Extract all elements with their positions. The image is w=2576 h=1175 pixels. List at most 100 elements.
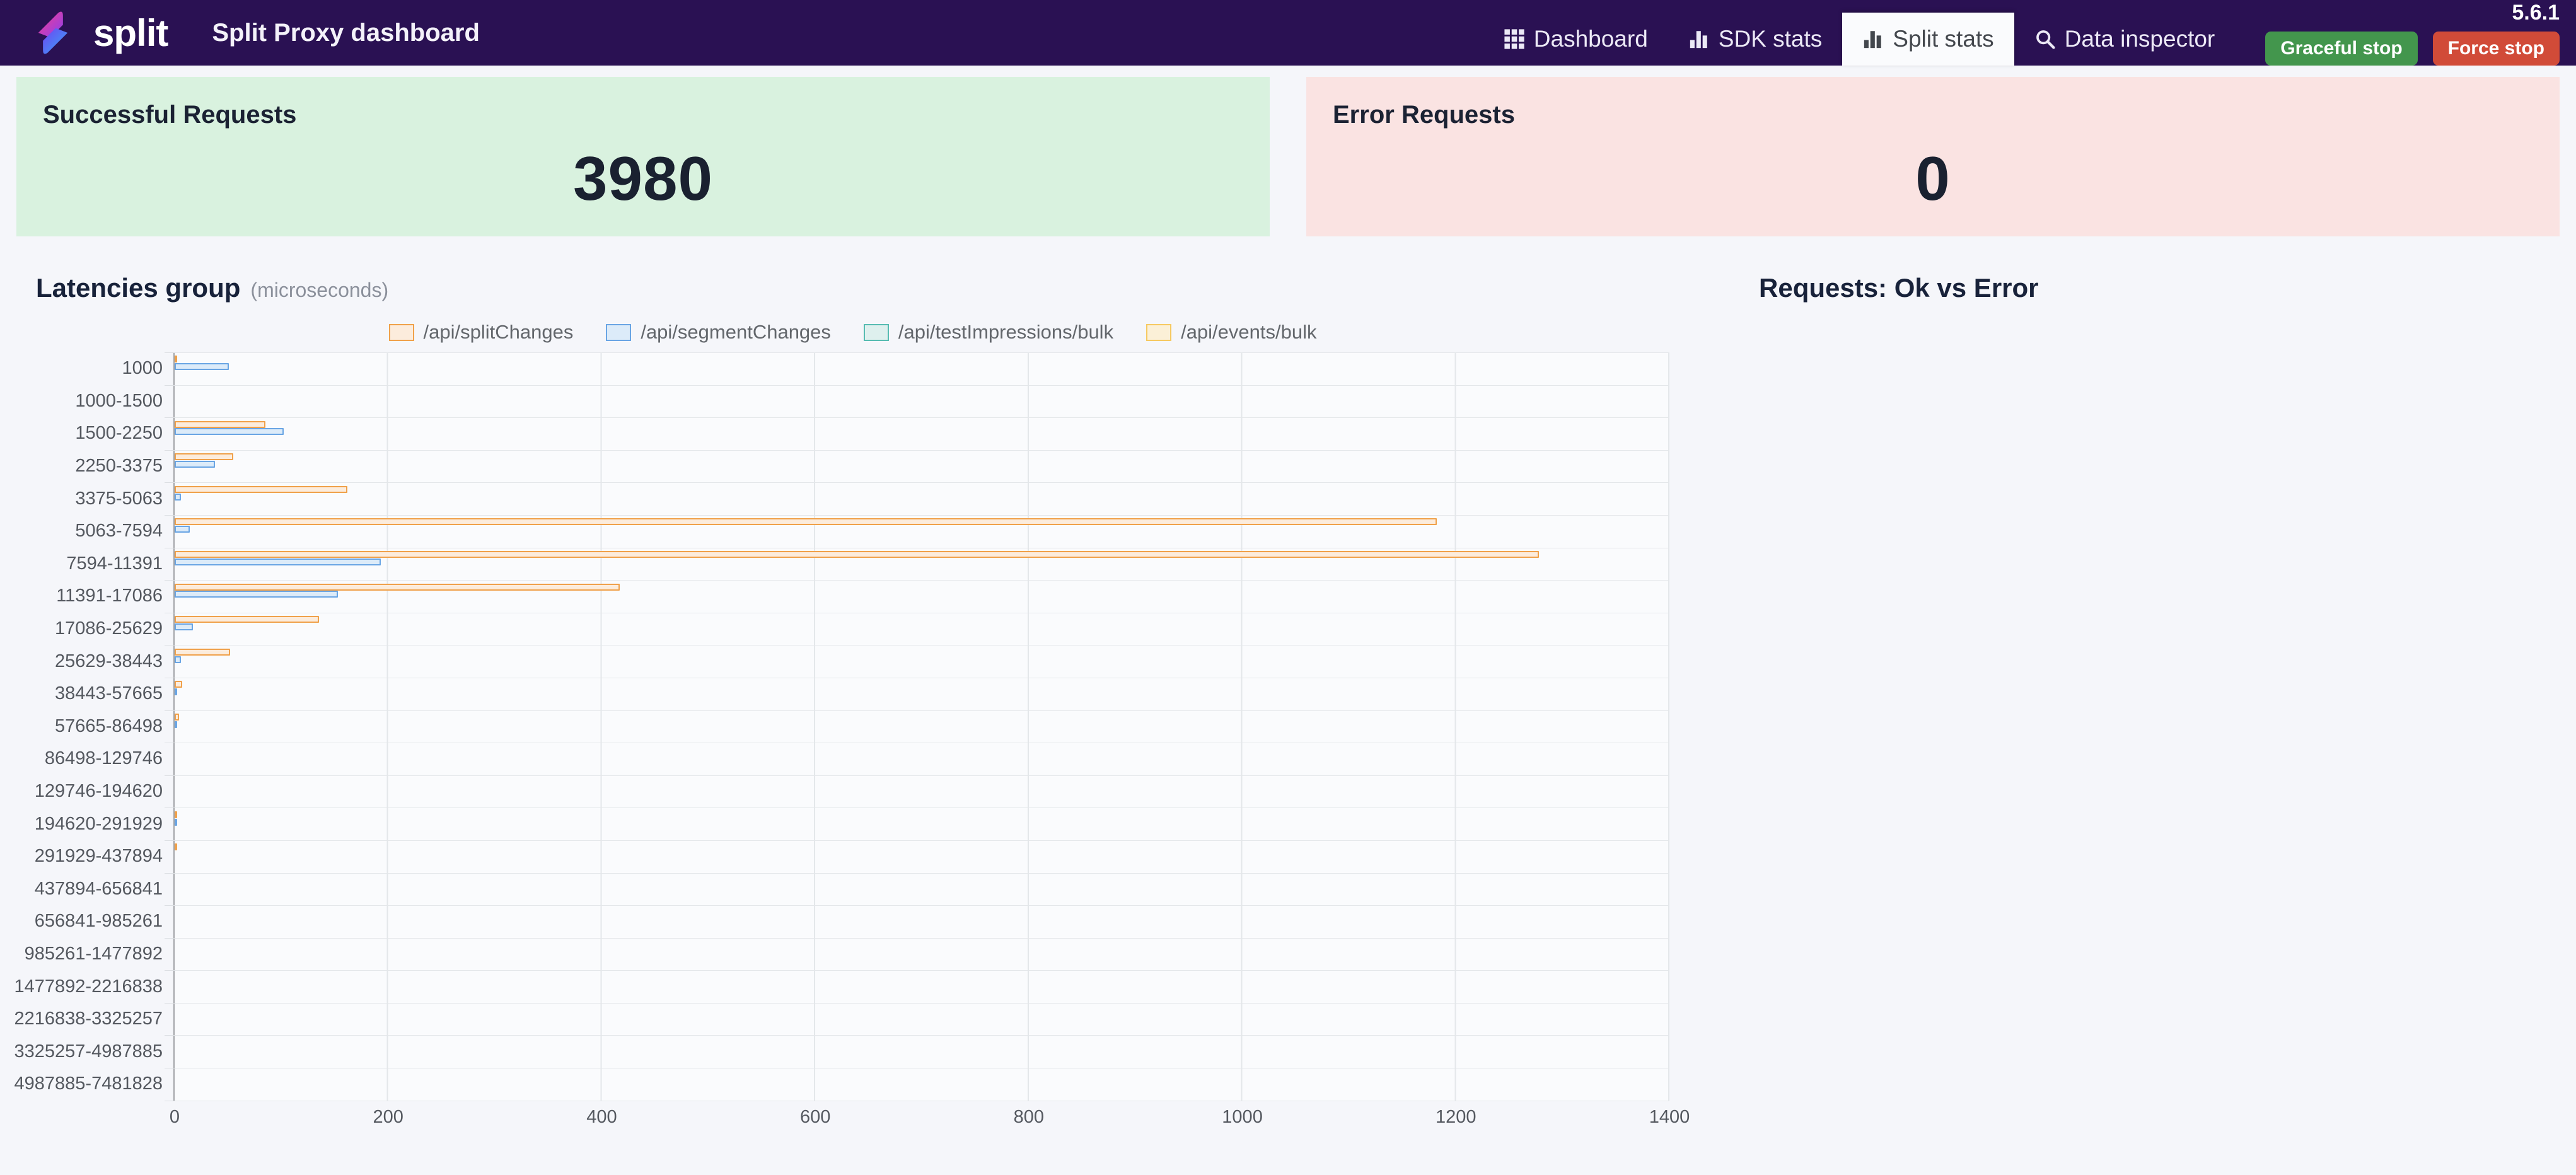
chart-row: 1500-2250: [36, 417, 1669, 450]
bar--api-splitChanges: [175, 843, 177, 851]
chart-row: 3325257-4987885: [14, 1035, 1669, 1068]
bar--api-splitChanges: [175, 681, 182, 688]
bar--api-segmentChanges: [175, 493, 182, 501]
nav-item-label: Split stats: [1893, 26, 1994, 52]
y-axis-label: 57665-86498: [55, 715, 163, 736]
y-axis-label: 2250-3375: [75, 456, 163, 477]
chart-row: 1477892-2216838: [15, 970, 1669, 1003]
legend-item--api-splitChanges[interactable]: /api/splitChanges: [388, 321, 573, 344]
legend-item--api-segmentChanges[interactable]: /api/segmentChanges: [606, 321, 831, 344]
legend-label: /api/testImpressions/bulk: [898, 321, 1114, 343]
x-axis-tick: 400: [586, 1106, 617, 1127]
chart-track: [165, 612, 1669, 645]
legend-swatch: [606, 323, 632, 341]
bar--api-segmentChanges: [175, 818, 177, 826]
y-axis-label: 11391-17086: [56, 586, 163, 606]
chart-row: 291929-437894: [34, 840, 1669, 873]
nav-item-label: Data inspector: [2064, 26, 2215, 52]
y-axis-label: 129746-194620: [34, 781, 163, 802]
bar--api-segmentChanges: [175, 591, 339, 598]
bar--api-segmentChanges: [175, 526, 190, 533]
y-axis-label: 1000: [122, 358, 163, 379]
nav-item-sdk-stats[interactable]: SDK stats: [1668, 13, 1843, 66]
main-area: Latencies group (microseconds) /api/spli…: [0, 273, 2576, 1133]
y-axis-label: 4987885-7481828: [14, 1074, 163, 1094]
x-axis-tick: 600: [799, 1106, 831, 1127]
chart-row: 437894-656841: [34, 872, 1669, 906]
chart-row: 17086-25629: [36, 612, 1669, 645]
latencies-subtitle: (microseconds): [250, 279, 389, 301]
nav-item-data-inspector[interactable]: Data inspector: [2014, 13, 2236, 66]
chart-row: 2216838-3325257: [15, 1002, 1669, 1036]
chart-track: [165, 970, 1669, 1003]
chart-track: [165, 1068, 1669, 1101]
legend-label: /api/segmentChanges: [641, 321, 831, 343]
chart-row: 57665-86498: [36, 710, 1669, 743]
chart-track: [165, 514, 1669, 548]
bar--api-splitChanges: [175, 811, 177, 818]
legend-item--api-testImpressions-bulk[interactable]: /api/testImpressions/bulk: [863, 321, 1114, 344]
requests-title: Requests: Ok vs Error: [1759, 273, 2039, 303]
nav-item-split-stats[interactable]: Split stats: [1842, 13, 2014, 66]
legend-swatch: [388, 323, 414, 341]
chart-track: [165, 905, 1669, 938]
legend-label: /api/events/bulk: [1181, 321, 1317, 343]
x-axis-tick: 1000: [1222, 1106, 1263, 1127]
nav-item-dashboard[interactable]: Dashboard: [1483, 13, 1668, 66]
chart-track: [165, 710, 1669, 743]
split-logo-icon: [38, 11, 68, 54]
bar--api-splitChanges: [175, 518, 1437, 526]
chart-track: [165, 580, 1669, 613]
chart-track: [165, 352, 1669, 385]
y-axis-label: 3375-5063: [75, 488, 163, 509]
bar--api-splitChanges: [175, 713, 179, 721]
bar-chart-icon: [1690, 31, 1707, 49]
chart-row: 4987885-7481828: [14, 1068, 1669, 1101]
legend-swatch: [1146, 323, 1172, 341]
y-axis-label: 291929-437894: [34, 846, 163, 867]
page-title: Split Proxy dashboard: [212, 18, 480, 47]
bar--api-segmentChanges: [175, 688, 177, 696]
latencies-bar-chart: 1000 1000-1500 1500-2250 2250-3375 3375-5063…: [14, 352, 1690, 1133]
nav-item-label: Dashboard: [1533, 26, 1648, 52]
y-axis-label: 985261-1477892: [24, 943, 163, 964]
chart-row: 7594-11391: [36, 547, 1669, 581]
bar--api-splitChanges: [175, 648, 231, 656]
chart-track: [165, 417, 1669, 450]
successful-requests-card: Successful Requests 3980: [16, 77, 1270, 236]
bar--api-segmentChanges: [175, 363, 229, 371]
legend-swatch: [863, 323, 889, 341]
chart-track: [165, 840, 1669, 873]
force-stop-button[interactable]: Force stop: [2432, 31, 2560, 66]
chart-row: 656841-985261: [34, 905, 1669, 938]
chart-row: 86498-129746: [36, 743, 1669, 775]
y-axis-label: 38443-57665: [55, 683, 163, 704]
x-axis-tick: 800: [1013, 1106, 1045, 1127]
chart-row: 5063-7594: [36, 514, 1669, 548]
y-axis-label: 17086-25629: [55, 618, 163, 639]
chart-track: [165, 449, 1669, 483]
graceful-stop-button[interactable]: Graceful stop: [2265, 31, 2418, 66]
bar--api-splitChanges: [175, 550, 1540, 558]
chart-track: [165, 872, 1669, 906]
y-axis-label: 3325257-4987885: [14, 1041, 163, 1062]
x-axis-tick: 0: [169, 1106, 180, 1127]
bar--api-segmentChanges: [175, 623, 193, 630]
requests-panel: Requests: Ok vs Error: [1688, 273, 2559, 1133]
brand-name: split: [93, 11, 168, 54]
chart-row: 38443-57665: [36, 677, 1669, 710]
error-requests-title: Error Requests: [1333, 101, 1515, 129]
top-bar: split Split Proxy dashboard Dashboard SDK…: [0, 0, 2576, 66]
error-requests-card: Error Requests 0: [1306, 77, 2560, 236]
y-axis-label: 437894-656841: [34, 878, 163, 899]
y-axis-label: 7594-11391: [66, 553, 163, 574]
bar--api-segmentChanges: [175, 460, 216, 468]
main-nav: Dashboard SDK stats Split stats Data inspec…: [1483, 0, 2236, 66]
y-axis-label: 656841-985261: [34, 911, 163, 932]
bar--api-splitChanges: [175, 616, 319, 623]
successful-requests-title: Successful Requests: [43, 101, 297, 129]
chart-track: [165, 1035, 1669, 1068]
y-axis-label: 194620-291929: [34, 813, 163, 834]
legend-item--api-events-bulk[interactable]: /api/events/bulk: [1146, 321, 1317, 344]
chart-track: [165, 1002, 1669, 1036]
